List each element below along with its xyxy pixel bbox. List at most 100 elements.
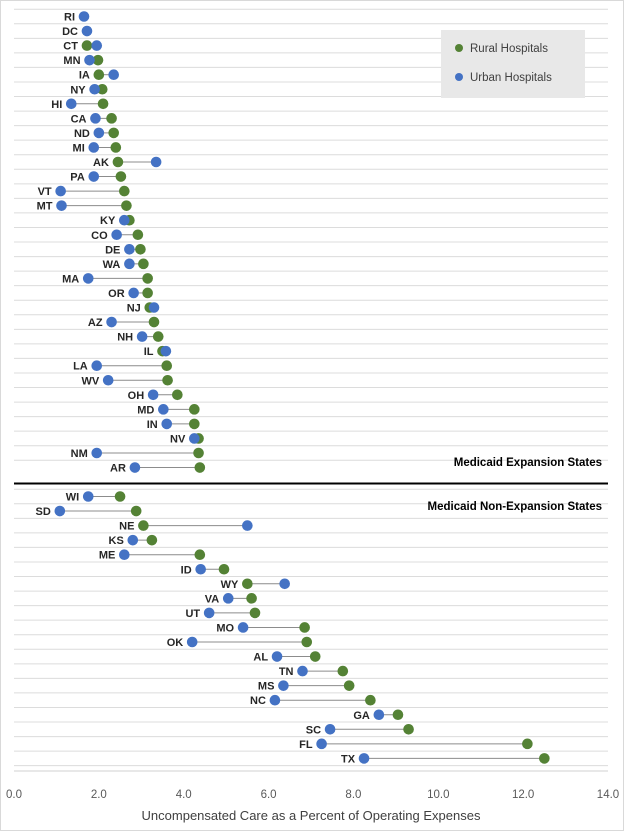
state-label-wy: WY [221,579,239,591]
state-label-ct: CT [63,41,78,53]
urban-point-mt [56,200,67,211]
state-label-ar: AR [110,463,126,475]
state-label-ny: NY [70,84,86,96]
legend-urban-dot [455,73,463,81]
state-label-al: AL [253,652,268,664]
state-label-nc: NC [250,695,266,707]
urban-point-wv [102,374,114,386]
urban-point-oh [147,389,159,401]
urban-point-de [124,244,135,255]
x-tick-label: 0.0 [6,789,22,801]
urban-point-mi [88,142,100,153]
state-label-ri: RI [64,12,75,24]
urban-point-ms [278,680,289,691]
urban-point-ks [127,534,139,546]
legend-rural-dot [455,44,463,52]
urban-point-hi [65,98,77,110]
rural-point-id [218,563,230,575]
x-axis-title: Uncompensated Care as a Percent of Opera… [142,808,481,823]
rural-point-oh [172,389,183,401]
rural-point-mn [92,54,104,66]
urban-point-dc [81,25,93,37]
state-label-wv: WV [81,375,99,387]
x-tick-label: 4.0 [176,789,192,801]
urban-point-nc [269,694,281,706]
urban-point-ne [242,520,253,531]
urban-point-tx [358,753,370,764]
urban-point-ut [203,607,215,619]
rural-point-va [246,593,257,604]
rural-point-ak [112,156,124,168]
state-label-tn: TN [279,666,294,678]
urban-point-fl [316,738,327,750]
rural-point-de [135,244,146,255]
state-label-va: VA [205,593,220,605]
urban-point-tn [297,665,308,677]
state-label-nj: NJ [127,303,141,315]
urban-point-me [119,549,130,560]
x-tick-label: 10.0 [427,789,449,801]
rural-point-ok [301,636,313,648]
state-label-ga: GA [353,710,370,722]
rural-point-in [189,418,200,430]
urban-point-il [160,345,172,357]
rural-point-vt [119,185,130,197]
state-label-ky: KY [100,215,116,227]
state-label-nh: NH [117,332,133,344]
urban-point-al [271,651,283,662]
rural-point-co [132,229,144,241]
rural-point-ca [106,113,117,124]
state-label-ak: AK [93,157,109,169]
state-label-de: DE [105,244,120,256]
state-label-la: LA [73,361,88,373]
rural-point-sc [403,724,414,735]
urban-point-nd [93,127,105,139]
urban-point-sd [54,505,66,517]
urban-point-nj [148,302,160,313]
urban-point-va [222,593,234,604]
state-label-wa: WA [103,259,121,271]
urban-point-nm [91,447,103,459]
section-title-non-expansion: Medicaid Non-Expansion States [428,501,602,513]
state-label-mt: MT [37,201,53,213]
state-label-fl: FL [299,739,313,751]
x-axis: 0.0 2.0 4.0 6.0 8.0 10.0 12.0 14.0 [6,770,619,801]
rural-point-wa [138,258,149,270]
x-tick-label: 12.0 [512,789,534,801]
rural-point-mt [121,200,132,211]
state-label-nm: NM [71,448,88,460]
state-label-mi: MI [73,142,85,154]
urban-point-nh [136,331,148,342]
state-label-ut: UT [185,608,200,620]
rural-point-az [148,316,160,328]
state-label-md: MD [137,404,154,416]
gridlines [14,8,608,767]
state-label-mn: MN [63,55,80,67]
rural-point-wv [162,374,173,386]
x-tick-label: 2.0 [91,789,107,801]
state-label-nd: ND [74,128,90,140]
state-label-ia: IA [79,70,90,82]
state-label-sc: SC [306,724,321,736]
urban-point-pa [88,171,100,182]
urban-point-nv [189,433,200,444]
rural-point-wi [114,491,126,502]
urban-point-ar [129,462,141,473]
urban-point-vt [55,185,66,197]
state-label-wi: WI [66,492,79,504]
urban-point-ga [373,709,385,721]
urban-point-ny [89,83,100,95]
urban-point-ca [90,113,101,124]
state-label-nv: NV [170,433,186,445]
urban-point-mo [237,622,249,633]
state-label-az: AZ [88,317,103,329]
state-label-vt: VT [38,186,52,198]
rural-point-ar [194,462,206,473]
x-tick-label: 14.0 [597,789,619,801]
urban-point-ct [91,40,103,51]
urban-point-sc [324,724,336,735]
urban-point-or [128,287,139,299]
state-label-hi: HI [51,99,62,111]
rural-point-tx [539,753,550,764]
